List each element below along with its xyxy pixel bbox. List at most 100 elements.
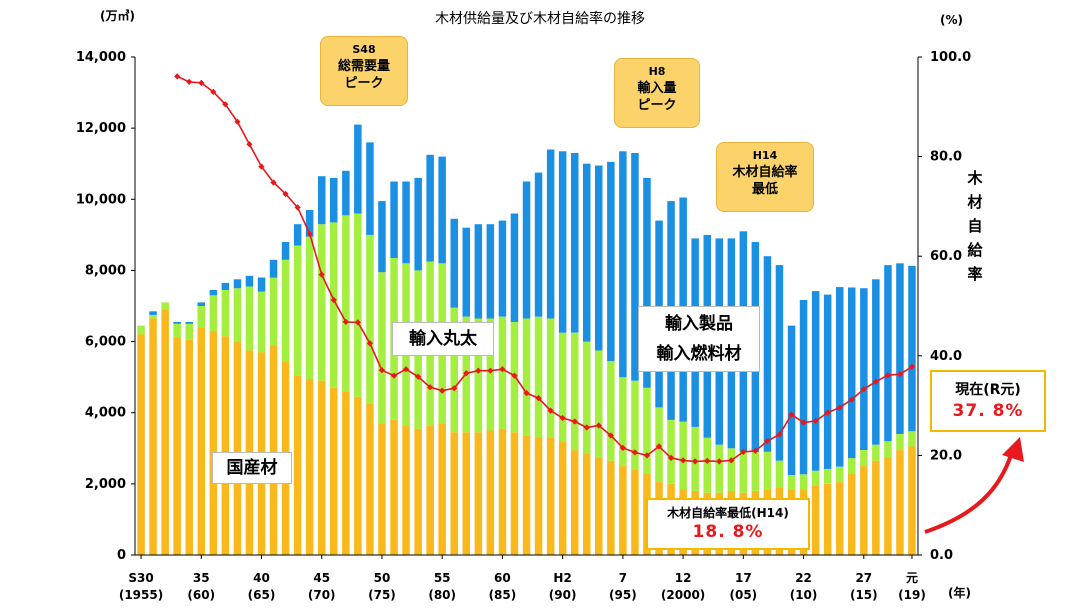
bar-imported-logs-1970 [318,224,326,381]
bar-domestic-1955 [137,334,145,555]
bar-imported-products-1994 [607,161,615,362]
x-tick-ad-9: (2000) [661,588,705,602]
bar-domestic-1973 [354,396,362,555]
ratio-point-2003 [716,458,723,465]
bar-imported-logs-1965 [257,291,266,353]
x-tick-ad-6: (85) [489,588,517,602]
ratio-point-2006 [752,447,759,455]
ratio-point-1995 [619,444,627,452]
bar-imported-products-1986 [510,213,519,322]
bar-imported-logs-2003 [715,444,723,493]
x-tick-ad-1: (60) [187,588,215,602]
bar-imported-products-1967 [281,242,290,260]
bar-imported-products-1961 [209,290,218,296]
bar-domestic-1980 [438,423,446,555]
y-tick-label-4: 6,000 [85,335,126,350]
ratio-point-1979 [426,384,434,391]
bar-imported-products-1972 [342,170,350,216]
ratio-point-1977 [402,366,410,373]
ratio-point-1978 [414,373,422,380]
annotation-h8-era: H8 [648,65,666,78]
bar-imported-products-2019 [908,265,916,432]
ratio-point-1962 [222,101,229,108]
annotation-s48-line2: ピーク [344,76,384,91]
bar-domestic-1991 [571,450,579,555]
annotation-h8: H8 輸入量 ピーク [614,58,700,128]
ratio-point-2019 [908,363,916,370]
bar-imported-logs-1966 [269,277,278,346]
bar-domestic-1958 [173,338,181,555]
y2-tick-label-2: 60.0 [930,249,962,264]
bar-imported-products-1992 [583,163,591,342]
x-tick-era-1: 35 [193,571,210,585]
bar-imported-products-1958 [173,322,181,324]
bar-imported-products-1959 [185,322,193,324]
y2-tick-label-5: 0.0 [930,548,953,563]
y2-tick-label-3: 40.0 [930,349,962,364]
bar-imported-products-1978 [414,177,422,271]
bar-domestic-1963 [233,341,242,555]
bar-imported-products-2016 [872,279,880,445]
ratio-point-1975 [378,367,386,374]
ratio-point-1970 [318,271,325,278]
bar-imported-logs-1984 [486,318,495,431]
x-unit-label: (年) [948,585,971,600]
bar-imported-logs-1972 [342,215,350,392]
bar-domestic-1990 [558,441,567,555]
bar-imported-products-1962 [221,282,230,290]
bar-imported-products-1993 [595,165,603,351]
bar-domestic-1960 [197,327,205,555]
bar-imported-logs-1983 [474,318,483,433]
bar-imported-logs-1991 [571,332,579,451]
bar-domestic-1977 [402,425,410,555]
bar-domestic-2016 [872,460,880,555]
x-tick-era-8: 7 [619,571,627,585]
bar-domestic-1966 [269,345,278,555]
bar-imported-products-1963 [233,279,242,289]
bar-imported-products-1971 [330,177,338,223]
bar-imported-logs-1989 [546,318,555,438]
bar-imported-logs-1960 [197,306,205,328]
ratio-point-1971 [330,296,337,304]
bar-imported-logs-2012 [823,468,832,484]
bar-imported-products-1965 [257,277,266,292]
x-tick-ad-8: (95) [609,588,637,602]
bar-domestic-1979 [426,425,434,555]
bar-imported-logs-2005 [739,451,748,493]
bar-imported-products-2018 [896,263,904,434]
bar-imported-logs-1992 [583,341,591,454]
bar-imported-products-1987 [522,181,531,319]
y2-axis-title-char-3: 給 [967,241,983,259]
y2-axis-title: 木材自給率 [965,166,985,286]
ratio-point-2000 [679,457,687,464]
bar-imported-products-2017 [884,265,892,442]
bar-domestic-1993 [595,457,603,555]
bar-imported-logs-1967 [281,259,290,362]
y-tick-label-0: 14,000 [76,50,126,65]
y-tick-label-1: 12,000 [76,121,126,136]
bar-imported-logs-1961 [209,295,218,331]
label-imported-logs: 輸入丸太 [392,322,494,356]
bar-imported-logs-1973 [354,213,362,397]
y2-axis-title-char-0: 木 [967,169,983,187]
min-ratio-label: 木材自給率最低(H14) [667,506,789,520]
bar-domestic-1996 [631,469,639,555]
bar-imported-logs-1974 [366,234,374,404]
bar-domestic-1978 [414,428,422,555]
bar-domestic-2017 [884,457,892,555]
bar-domestic-1971 [330,387,338,555]
y-tick-label-5: 4,000 [85,406,126,421]
ratio-point-1997 [643,452,651,459]
bar-imported-logs-1968 [293,245,302,376]
bar-domestic-1994 [607,460,615,555]
x-tick-ad-13: (19) [898,588,926,602]
bar-imported-products-1991 [571,153,579,333]
annotation-h8-line2: ピーク [637,98,677,113]
ratio-point-1999 [667,454,675,462]
bar-imported-logs-2014 [848,458,856,474]
bar-imported-products-1995 [619,151,627,378]
bar-domestic-1984 [486,430,495,555]
bar-domestic-1985 [498,428,507,555]
bar-imported-logs-2017 [884,441,892,458]
bar-imported-products-1956 [149,311,157,315]
